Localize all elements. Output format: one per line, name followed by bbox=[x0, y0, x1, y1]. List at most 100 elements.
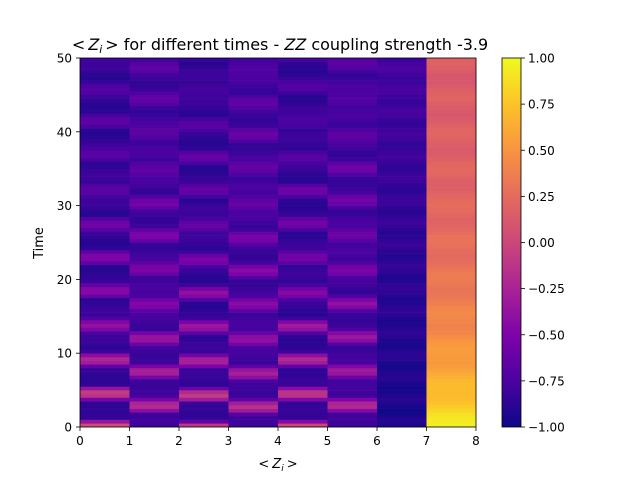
heatmap-cell bbox=[278, 165, 328, 169]
heatmap-cell bbox=[80, 375, 130, 380]
heatmap-cell bbox=[327, 235, 378, 240]
y-tick-label: 50 bbox=[57, 52, 72, 66]
heatmap-cell bbox=[278, 286, 328, 291]
heatmap-cell bbox=[129, 308, 180, 313]
heatmap-cell bbox=[426, 220, 477, 225]
heatmap-cell bbox=[377, 224, 427, 229]
heatmap-cell bbox=[278, 142, 328, 147]
heatmap-cell bbox=[129, 301, 180, 306]
heatmap-cell bbox=[129, 161, 180, 166]
heatmap-cell bbox=[228, 334, 279, 339]
heatmap-cell bbox=[228, 316, 279, 321]
heatmap-cell bbox=[327, 124, 378, 129]
heatmap-cell bbox=[80, 117, 130, 122]
heatmap-cell bbox=[426, 109, 477, 114]
heatmap-cell bbox=[179, 83, 229, 88]
heatmap-cell bbox=[80, 305, 130, 310]
heatmap-cell bbox=[426, 334, 477, 339]
heatmap-cell bbox=[426, 179, 477, 184]
heatmap-cell bbox=[179, 235, 229, 240]
heatmap-cell bbox=[129, 397, 180, 402]
heatmap-cell bbox=[129, 227, 180, 232]
heatmap-cell bbox=[377, 253, 427, 258]
heatmap-cell bbox=[80, 323, 130, 328]
heatmap-cell bbox=[228, 194, 279, 199]
heatmap-cell bbox=[377, 98, 427, 103]
heatmap-cell bbox=[80, 364, 130, 369]
heatmap-cell bbox=[278, 209, 328, 214]
colorbar-tick-label: −0.25 bbox=[528, 282, 565, 296]
heatmap-cell bbox=[278, 404, 328, 409]
x-tick-label: 3 bbox=[225, 434, 233, 448]
heatmap-cell bbox=[129, 94, 180, 99]
heatmap-cell bbox=[278, 423, 328, 428]
heatmap-cell bbox=[80, 220, 130, 225]
heatmap-cell bbox=[327, 419, 378, 424]
heatmap-cell bbox=[179, 205, 229, 210]
heatmap-cell bbox=[377, 94, 427, 99]
heatmap-cell bbox=[129, 371, 180, 376]
heatmap-cell bbox=[377, 120, 427, 125]
heatmap-cell bbox=[327, 146, 378, 151]
heatmap-cell bbox=[129, 172, 180, 177]
heatmap-cell bbox=[80, 408, 130, 413]
heatmap-cell bbox=[327, 91, 378, 96]
heatmap-cell bbox=[426, 323, 477, 328]
heatmap-cell bbox=[179, 294, 229, 299]
heatmap-cell bbox=[377, 286, 427, 291]
heatmap-cell bbox=[327, 404, 378, 409]
heatmap-cell bbox=[129, 294, 180, 299]
x-tick-label: 4 bbox=[274, 434, 282, 448]
heatmap-cell bbox=[377, 220, 427, 225]
heatmap-cell bbox=[228, 308, 279, 313]
heatmap-cell bbox=[377, 102, 427, 107]
heatmap-cell bbox=[327, 249, 378, 254]
heatmap-cell bbox=[377, 367, 427, 372]
heatmap-cell bbox=[426, 161, 477, 166]
heatmap-cell bbox=[80, 249, 130, 254]
heatmap-cell bbox=[80, 65, 130, 70]
heatmap-cell bbox=[179, 397, 229, 402]
heatmap-cell bbox=[278, 139, 328, 144]
heatmap-cell bbox=[80, 150, 130, 155]
heatmap-cell bbox=[80, 423, 130, 428]
heatmap-cell bbox=[80, 294, 130, 299]
title-rest: coupling strength -3.9 bbox=[306, 35, 488, 54]
y-axis-label: Time bbox=[32, 227, 47, 260]
heatmap-cell bbox=[278, 227, 328, 232]
heatmap-cell bbox=[327, 316, 378, 321]
heatmap-cell bbox=[377, 404, 427, 409]
heatmap-cell bbox=[377, 113, 427, 118]
heatmap-cell bbox=[80, 176, 130, 181]
heatmap-cell bbox=[278, 415, 328, 420]
heatmap-cell bbox=[80, 338, 130, 343]
heatmap-cell bbox=[80, 102, 130, 107]
heatmap-cell bbox=[228, 319, 279, 324]
heatmap-cell bbox=[327, 327, 378, 332]
heatmap-cell bbox=[426, 327, 477, 332]
heatmap-cell bbox=[129, 331, 180, 336]
heatmap-cell bbox=[179, 242, 229, 247]
heatmap-cell bbox=[228, 212, 279, 217]
heatmap-cell bbox=[278, 412, 328, 417]
x-tick-label: 1 bbox=[126, 434, 134, 448]
heatmap-cell bbox=[278, 349, 328, 354]
heatmap-cell bbox=[327, 179, 378, 184]
heatmap-cell bbox=[179, 168, 229, 173]
heatmap-cell bbox=[426, 194, 477, 199]
heatmap-cell bbox=[80, 87, 130, 92]
heatmap-cell bbox=[278, 205, 328, 210]
heatmap-cell bbox=[179, 146, 229, 151]
heatmap-cell bbox=[327, 198, 378, 203]
heatmap-cell bbox=[80, 172, 130, 177]
heatmap-cell bbox=[278, 294, 328, 299]
heatmap-cell bbox=[377, 117, 427, 122]
heatmap-cell bbox=[80, 257, 130, 262]
heatmap-cell bbox=[278, 379, 328, 384]
heatmap-cell bbox=[327, 238, 378, 243]
heatmap-cell bbox=[278, 275, 328, 280]
heatmap-cell bbox=[327, 423, 378, 428]
heatmap-cell bbox=[179, 246, 229, 251]
heatmap-cell bbox=[426, 419, 477, 424]
heatmap-cell bbox=[426, 382, 477, 387]
